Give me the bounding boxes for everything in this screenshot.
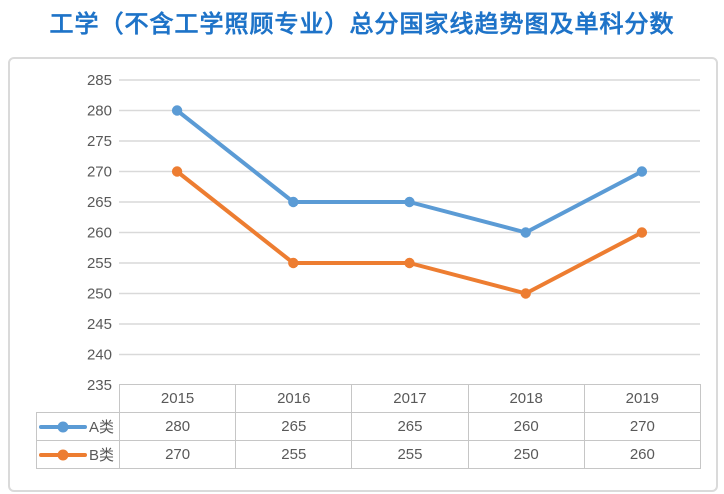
table-header-cell: 2015 bbox=[120, 385, 237, 413]
y-axis-tick-label: 255 bbox=[87, 255, 112, 272]
chart-legend: A类 B类 bbox=[36, 412, 120, 469]
y-axis-tick-label: 235 bbox=[87, 377, 112, 394]
y-axis-tick-label: 250 bbox=[87, 286, 112, 303]
table-value-cell: 270 bbox=[584, 413, 701, 441]
table-header-cell: 2016 bbox=[236, 385, 353, 413]
y-axis-tick-label: 260 bbox=[87, 225, 112, 242]
table-row-B类: 270 255 255 250 260 bbox=[120, 441, 701, 469]
data-point-marker bbox=[288, 257, 299, 269]
y-axis-tick-label: 280 bbox=[87, 103, 112, 120]
data-point-marker bbox=[404, 196, 415, 208]
table-value-cell: 260 bbox=[584, 441, 701, 469]
table-header-cell: 2018 bbox=[468, 385, 585, 413]
y-axis-tick-label: 285 bbox=[87, 72, 112, 89]
table-value-cell: 270 bbox=[120, 441, 237, 469]
data-point-marker bbox=[636, 227, 648, 238]
data-point-marker bbox=[288, 196, 299, 208]
table-value-cell: 280 bbox=[120, 413, 237, 441]
y-axis-tick-label: 275 bbox=[87, 133, 112, 150]
table-value-cell: 250 bbox=[468, 441, 585, 469]
legend-marker bbox=[57, 449, 69, 460]
legend-item-B类: B类 bbox=[37, 441, 120, 469]
table-header-cell: 2019 bbox=[584, 385, 701, 413]
table-header-cell: 2017 bbox=[352, 385, 469, 413]
y-axis-tick-label: 245 bbox=[87, 316, 112, 333]
table-value-cell: 260 bbox=[468, 413, 585, 441]
legend-line-marker-icon bbox=[39, 449, 87, 460]
table-value-cell: 255 bbox=[236, 441, 353, 469]
chart-title: 工学（不含工学照顾专业）总分国家线趋势图及单科分数 bbox=[49, 12, 675, 38]
legend-line-marker-icon bbox=[39, 421, 87, 432]
legend-marker bbox=[57, 421, 69, 432]
legend-label: A类 bbox=[89, 419, 115, 436]
data-point-marker bbox=[171, 166, 183, 177]
data-point-marker bbox=[520, 288, 531, 299]
y-axis-tick-label: 265 bbox=[87, 194, 112, 211]
table-value-cell: 265 bbox=[352, 413, 469, 441]
data-table: 2015 2016 2017 2018 2019 280 265 265 260 270 270 25… bbox=[119, 384, 701, 469]
legend-label: B类 bbox=[89, 447, 115, 464]
data-point-marker bbox=[636, 166, 648, 177]
data-point-marker bbox=[171, 105, 183, 116]
data-point-marker bbox=[404, 257, 415, 269]
table-header-row: 2015 2016 2017 2018 2019 bbox=[120, 385, 701, 413]
y-axis-tick-label: 270 bbox=[87, 164, 112, 181]
table-value-cell: 255 bbox=[352, 441, 469, 469]
y-axis-tick-label: 240 bbox=[87, 347, 112, 364]
data-point-marker bbox=[520, 227, 531, 238]
legend-item-A类: A类 bbox=[37, 413, 120, 441]
line-chart-plot: 285 280 275 270 265 260 255 250 245 240 235 bbox=[87, 72, 700, 394]
table-value-cell: 265 bbox=[236, 413, 353, 441]
chart-frame: 285 280 275 270 265 260 255 250 245 240 235 A类 B类 2… bbox=[8, 57, 718, 492]
table-row-A类: 280 265 265 260 270 bbox=[120, 413, 701, 441]
